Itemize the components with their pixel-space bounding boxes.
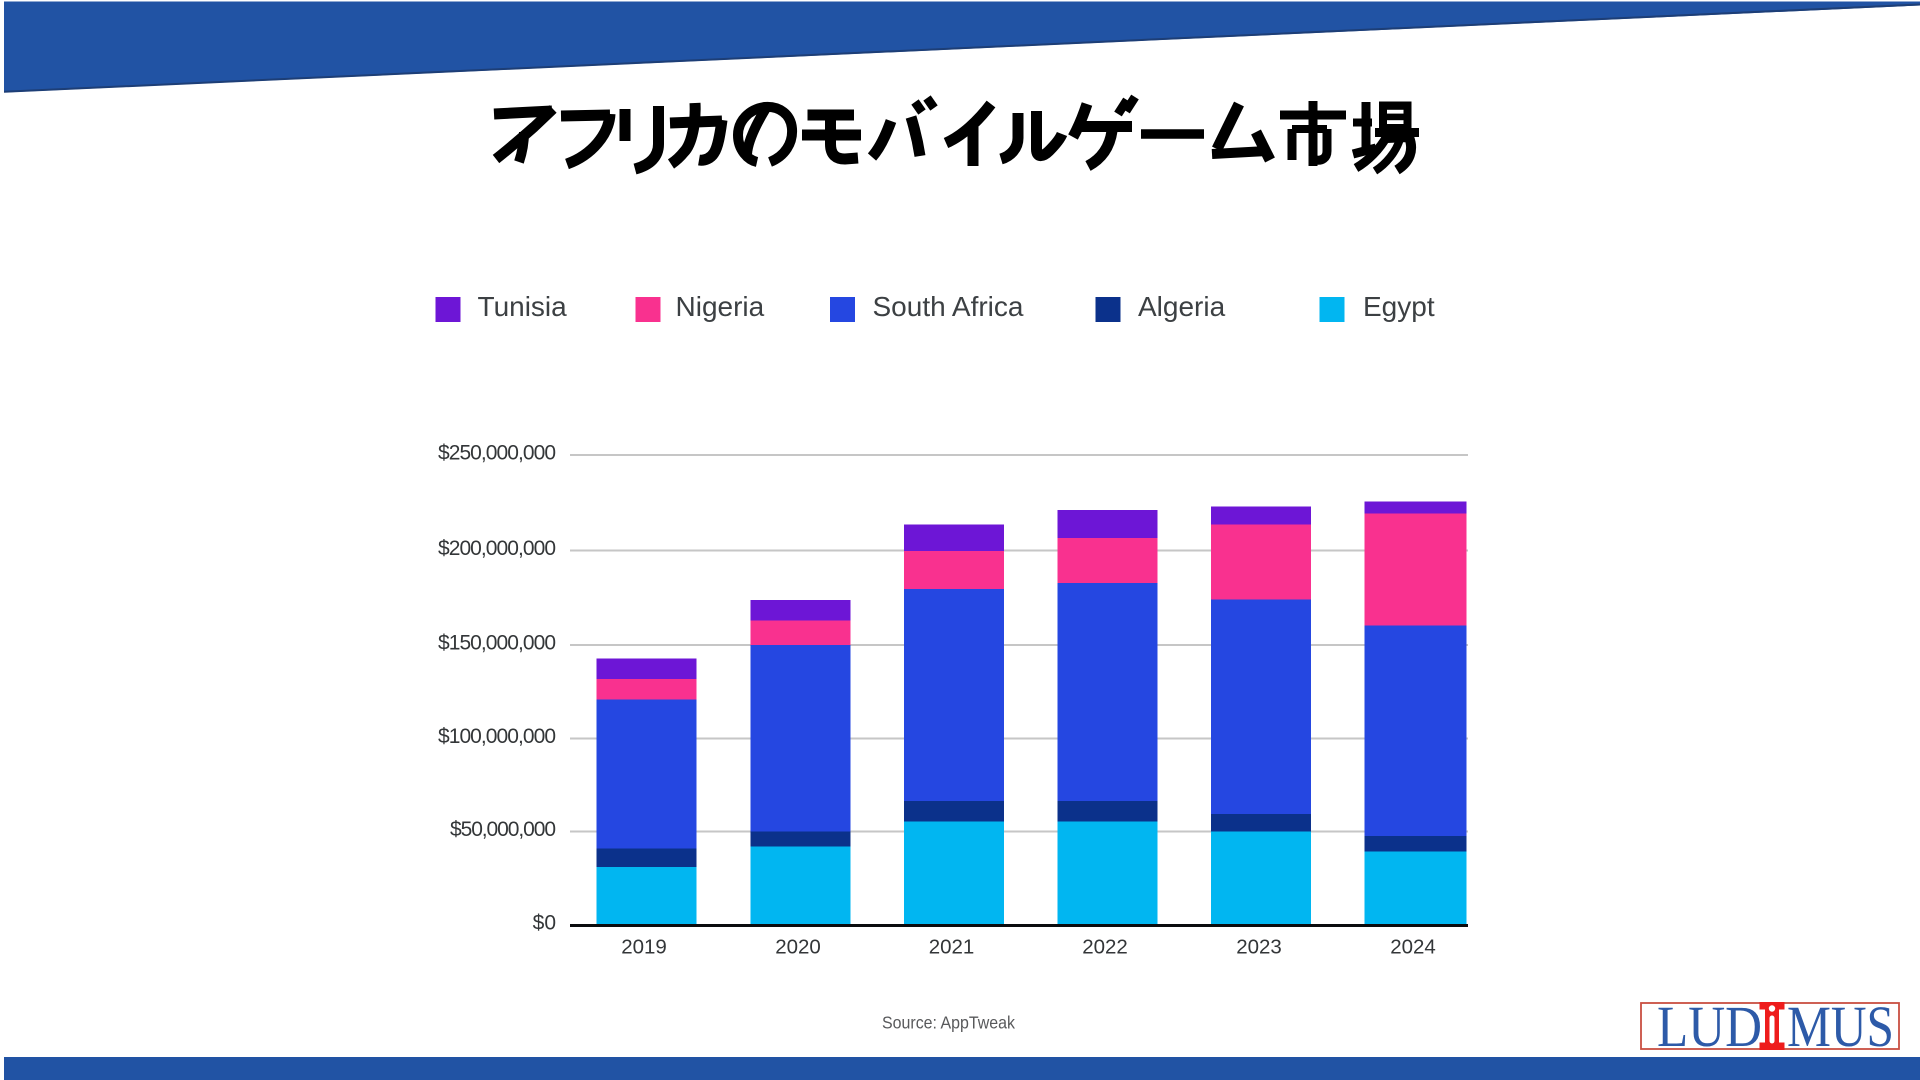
- svg-text:Source: AppTweak: Source: AppTweak: [882, 1013, 1015, 1033]
- svg-text:2019: 2019: [621, 936, 667, 959]
- svg-text:$0: $0: [533, 912, 556, 935]
- svg-text:2024: 2024: [1390, 936, 1436, 959]
- svg-text:Algeria: Algeria: [1138, 291, 1226, 322]
- svg-text:LUD: LUD: [1657, 994, 1762, 1059]
- svg-text:2023: 2023: [1236, 936, 1282, 959]
- svg-text:$250,000,000: $250,000,000: [438, 442, 556, 465]
- svg-text:Tunisia: Tunisia: [478, 291, 568, 322]
- svg-text:$100,000,000: $100,000,000: [438, 725, 556, 748]
- svg-text:$50,000,000: $50,000,000: [450, 818, 556, 841]
- svg-text:2022: 2022: [1082, 936, 1128, 959]
- svg-text:South Africa: South Africa: [873, 291, 1024, 322]
- svg-text:Egypt: Egypt: [1363, 291, 1435, 322]
- svg-text:Nigeria: Nigeria: [676, 291, 765, 322]
- svg-text:2021: 2021: [929, 936, 975, 959]
- svg-text:2020: 2020: [775, 936, 821, 959]
- svg-text:$200,000,000: $200,000,000: [438, 537, 556, 560]
- svg-text:MUS: MUS: [1787, 994, 1894, 1059]
- svg-text:$150,000,000: $150,000,000: [438, 632, 556, 655]
